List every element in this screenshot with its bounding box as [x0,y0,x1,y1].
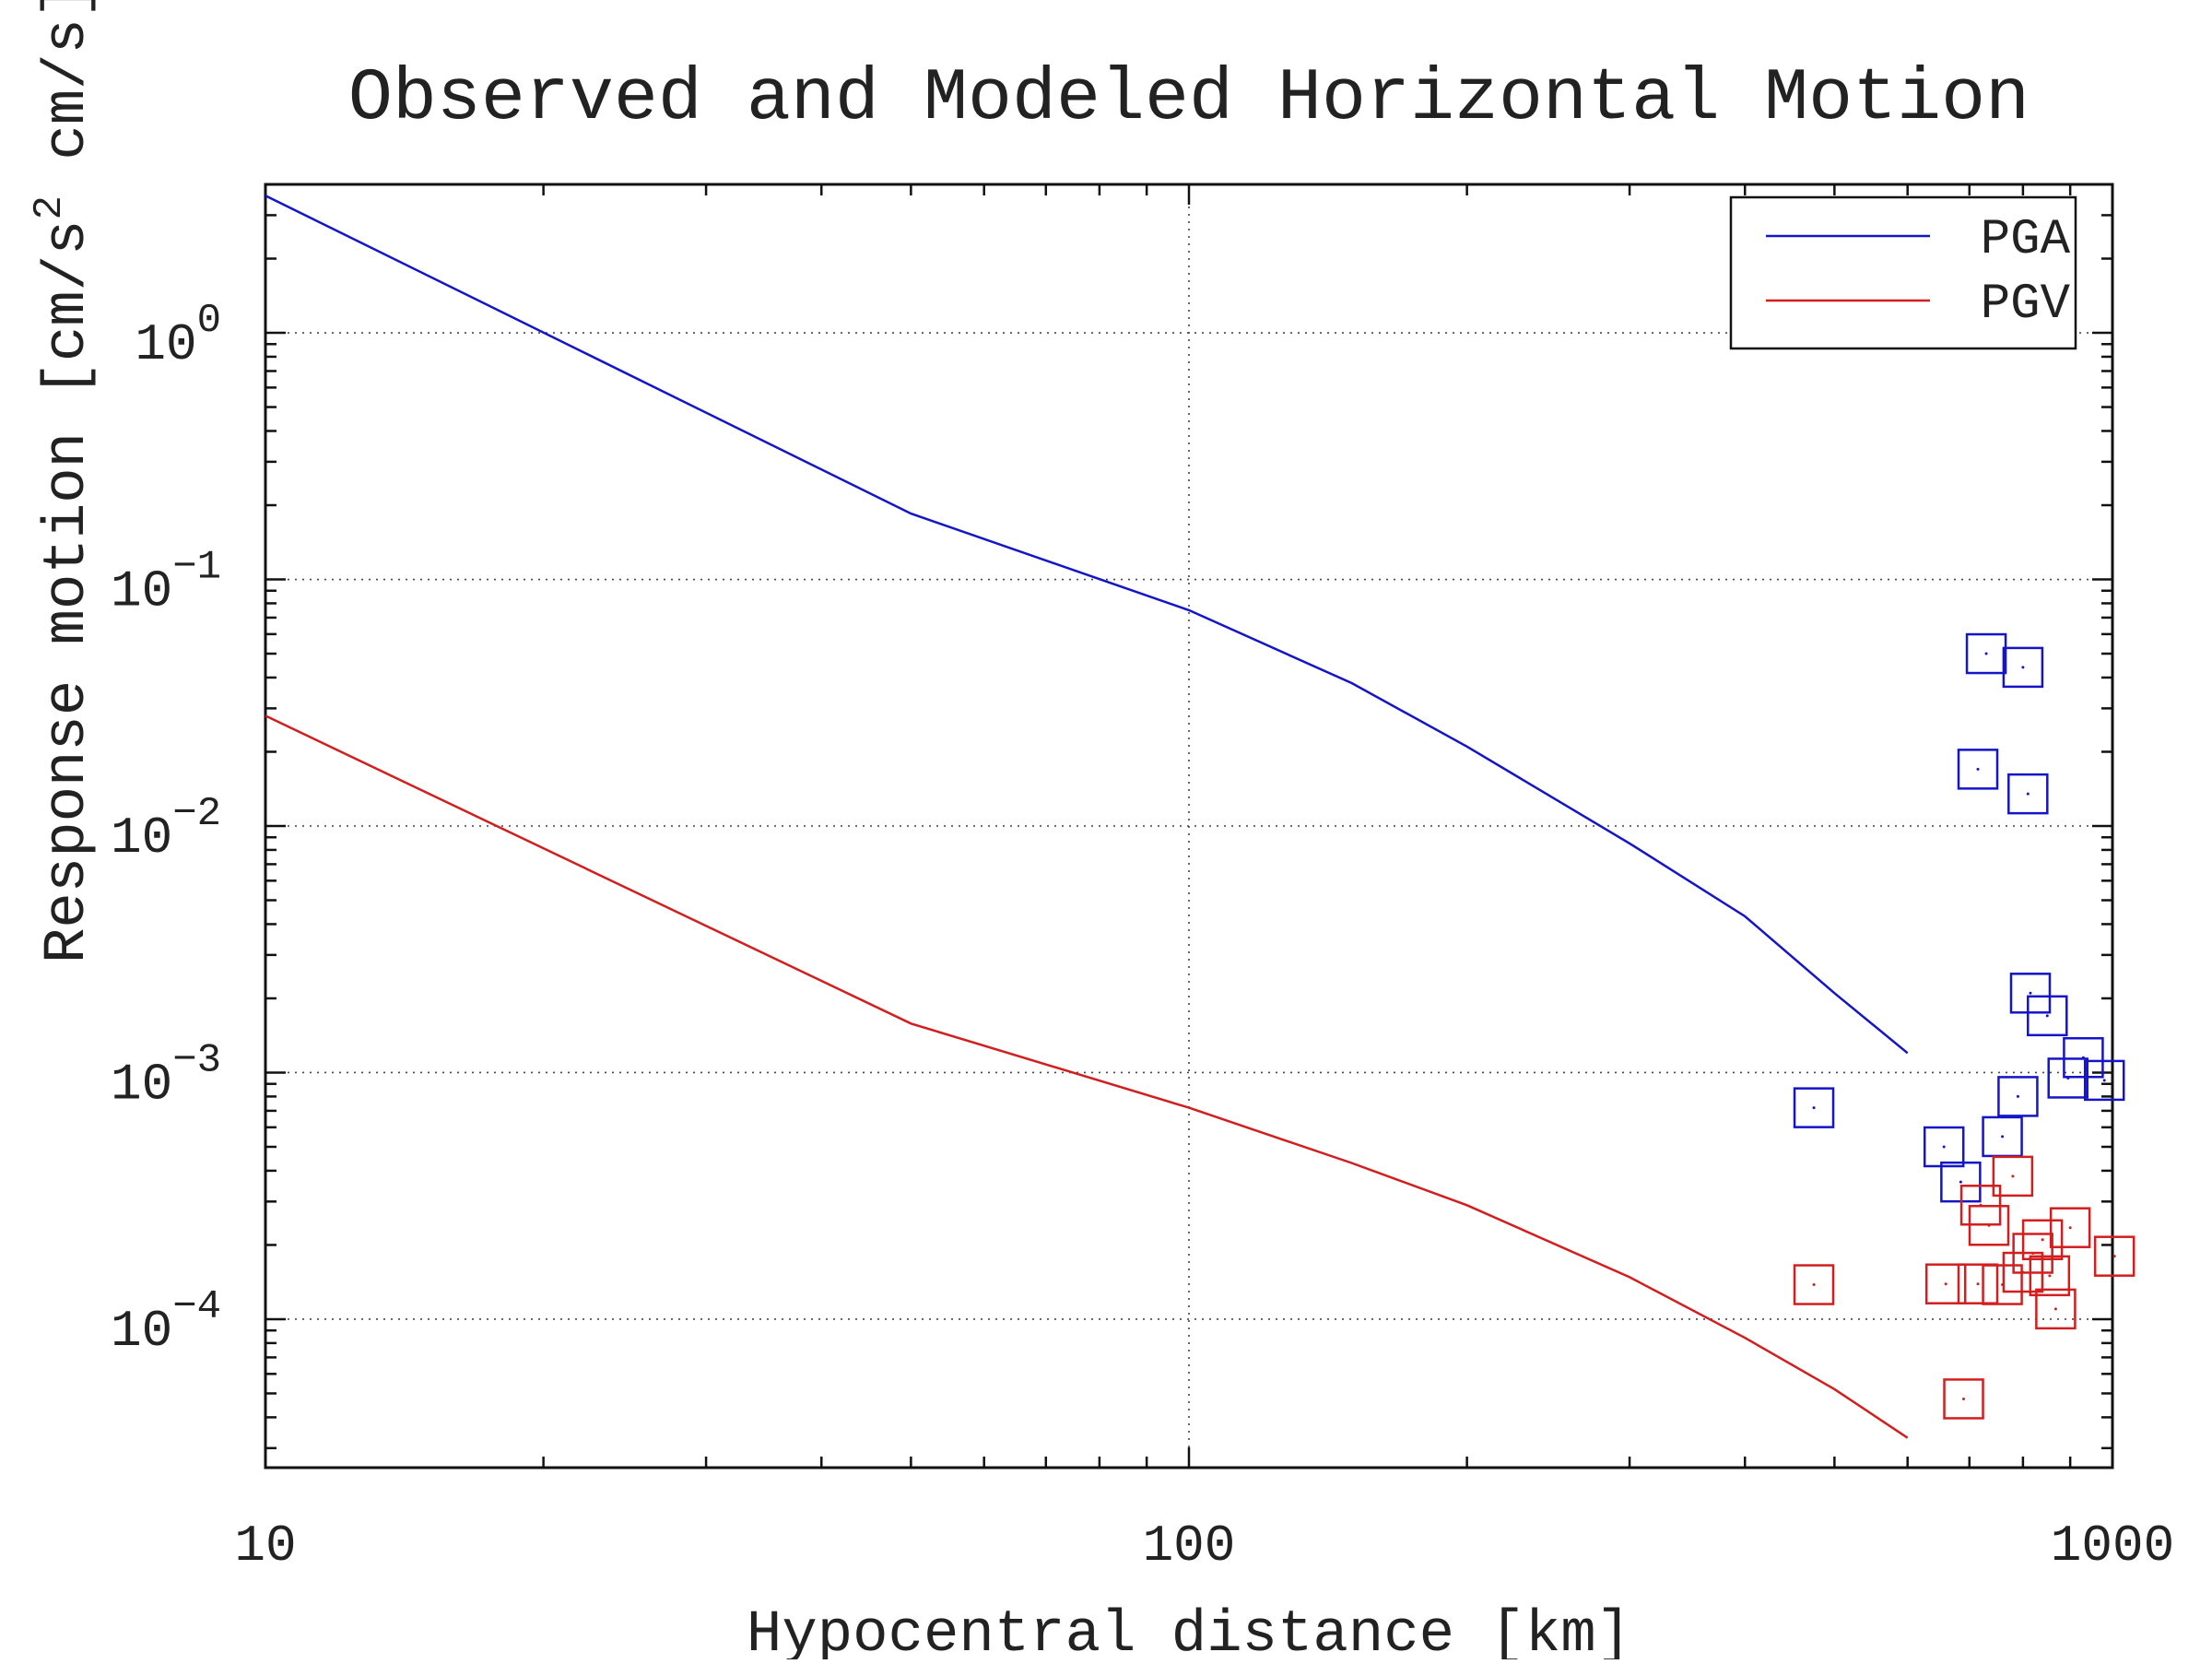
data-point-marker [1982,1264,2023,1305]
legend-label-pgv: PGV [1981,277,2071,333]
y-tick-label-exp: −1 [172,545,221,591]
data-point-center [2016,1094,2019,1098]
data-point-marker [2047,1057,2088,1099]
data-point-center [2021,666,2025,669]
series-line-pgv [265,714,1909,1439]
x-tick-label: 1000 [2051,1516,2174,1575]
data-point-marker [1957,749,1999,790]
y-axis-label-main: Response motion [cm/s [35,219,101,963]
data-point-marker [1793,1264,1835,1305]
data-point-center [2001,1283,2005,1287]
y-tick-label-exp: −2 [172,791,221,837]
data-point-center [2026,792,2030,796]
data-point-marker [1793,1087,1835,1128]
y-tick-label-base: 10 [111,808,172,867]
y-axis-label: Response motion [cm/s2 cm/s] [27,0,101,963]
data-point-marker [1997,1076,2039,1117]
data-point-marker [2007,773,2049,815]
data-point-center [1959,1180,1962,1184]
data-point-center [1987,1223,1991,1227]
y-tick-label-base: 10 [111,1055,172,1114]
data-point-center [2068,1226,2072,1230]
y-tick-label-base: 10 [111,1302,172,1361]
y-tick-label: 10−3 [111,1037,221,1114]
y-tick-label: 10−2 [111,791,221,867]
x-tick-label: 100 [1143,1516,1236,1575]
x-axis-label: Hypocentral distance [km] [747,1602,1631,1659]
series-line-pga [265,195,1909,1055]
data-point-marker [2012,1233,2053,1274]
data-point-center [2112,1255,2116,1258]
data-point-marker [1957,1263,1999,1304]
y-axis-label-rest: cm/s] [35,0,101,195]
data-point-center [1942,1145,1946,1149]
y-tick-label-base: 10 [111,562,172,621]
y-tick-label-base: 10 [135,315,196,374]
plot-frame [264,183,2114,1469]
data-point-marker [1968,1205,2010,1246]
data-point-center [2011,1174,2015,1178]
y-tick-label: 100 [135,298,221,374]
y-axis-label-sup: 2 [27,195,73,219]
data-point-marker [2002,646,2044,689]
data-point-marker [2093,1235,2136,1277]
data-point-marker [1943,1378,1984,1420]
data-point-center [2045,1014,2049,1018]
y-tick-label: 10−4 [111,1284,221,1361]
data-point-marker [1923,1126,1965,1168]
data-point-center [1812,1283,1816,1287]
data-point-center [1944,1282,1947,1286]
legend: PGA PGV [1729,195,2077,350]
data-point-center [2066,1076,2070,1080]
data-point-marker [2083,1059,2125,1102]
data-point-center [2029,991,2032,995]
data-point-marker [2027,995,2068,1037]
data-point-marker [2009,973,2052,1014]
data-point-center [1976,1282,1980,1286]
data-point-marker [1924,1263,1967,1304]
series-layer [265,195,2136,1439]
y-tick-label-exp: −4 [172,1284,221,1330]
data-point-marker [1992,1155,2034,1198]
data-point-center [2041,1238,2044,1242]
grid-lines [265,184,2112,1468]
data-point-center [1812,1106,1816,1110]
data-point-marker [1965,632,2007,675]
data-point-center [1984,652,1988,655]
data-point-center [2001,1135,2005,1139]
data-point-center [2048,1274,2052,1278]
data-point-center [2053,1307,2057,1311]
legend-box [1729,195,2077,350]
data-point-marker [2021,1219,2064,1261]
data-point-marker [2049,1207,2091,1248]
y-tick-label-exp: 0 [197,298,221,344]
data-point-center [2031,1251,2035,1255]
data-point-center [2102,1079,2106,1082]
data-point-marker [2029,1255,2071,1297]
y-tick-label: 10−1 [111,545,221,621]
data-point-marker [2035,1288,2077,1330]
x-tick-label: 10 [234,1516,296,1575]
chart-title: Observed and Modeled Horizontal Motion [348,57,2030,141]
y-tick-label-exp: −3 [172,1037,221,1083]
legend-label-pga: PGA [1981,212,2071,268]
data-point-center [1962,1397,1966,1400]
data-point-center [1976,767,1980,771]
